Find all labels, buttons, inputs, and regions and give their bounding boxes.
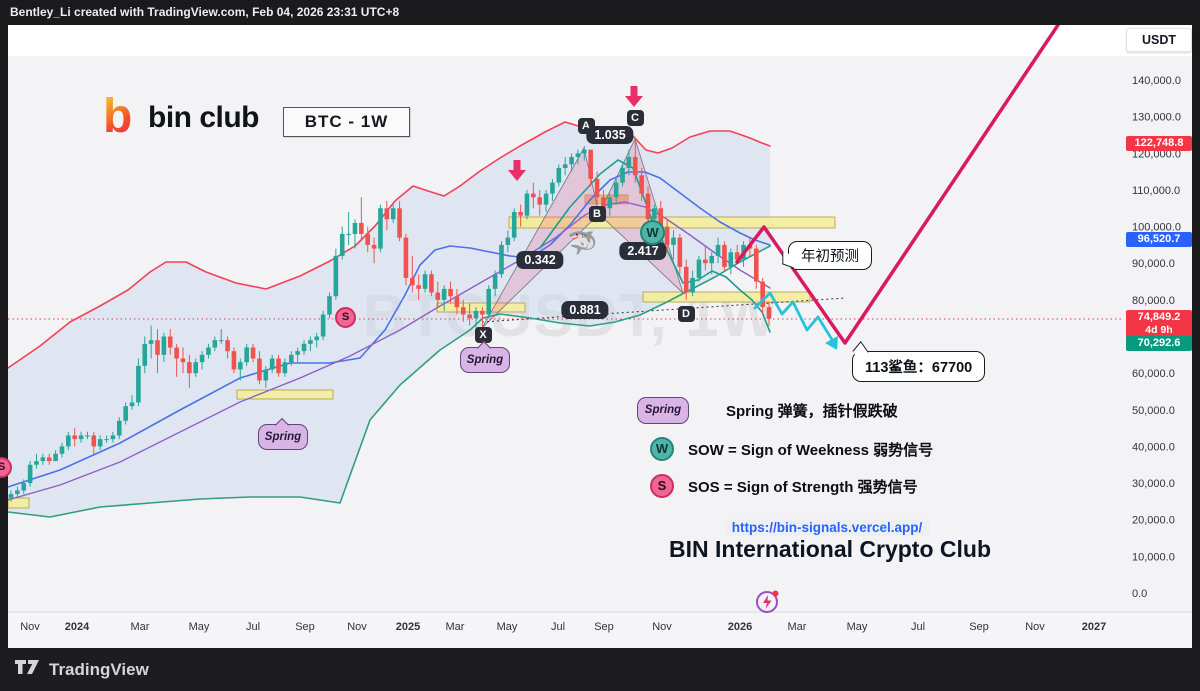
price-axis-label[interactable]: 50,000.0 <box>1132 405 1175 417</box>
pattern-triangle-xab <box>481 146 600 329</box>
indicator-price-badge: 96,520.7 <box>1126 232 1192 247</box>
signals-site-link[interactable]: https://bin-signals.vercel.app/ <box>724 519 930 536</box>
cyan-arrowhead <box>825 336 838 350</box>
legend-row-sow: W SOW = Sign of Weekness 弱势信号 <box>637 437 933 461</box>
support-band-yellow-left <box>236 389 334 400</box>
price-axis-label[interactable]: 40,000.0 <box>1132 441 1175 453</box>
indicator-price-value: 96,520.7 <box>1137 233 1181 245</box>
time-axis-label[interactable]: 2025 <box>396 621 420 633</box>
spring-badge: Spring <box>637 397 689 424</box>
time-axis-label[interactable]: Jul <box>551 621 565 633</box>
forecast-callout: 年初预测 <box>788 241 872 270</box>
published-idea-icon[interactable] <box>755 589 780 614</box>
currency-toggle-button[interactable]: USDT <box>1126 28 1192 52</box>
chart-tag-box: BTC - 1W <box>283 107 410 137</box>
countdown-timer: 4d 9h <box>1145 324 1173 336</box>
price-axis-label[interactable]: 60,000.0 <box>1132 368 1175 380</box>
plot-background <box>8 56 1192 612</box>
attribution-text: Bentley_Li created with TradingView.com,… <box>10 5 400 19</box>
time-axis-label[interactable]: Nov <box>652 621 672 633</box>
club-name-title: BIN International Crypto Club <box>669 536 991 562</box>
time-axis-label[interactable]: 2026 <box>728 621 752 633</box>
support-band-yellow-far-left <box>8 497 30 509</box>
bin-club-logo-icon: b <box>103 90 133 143</box>
time-axis-label[interactable]: 2027 <box>1082 621 1106 633</box>
time-axis-label[interactable]: Sep <box>594 621 614 633</box>
price-axis-label[interactable]: 80,000.0 <box>1132 295 1175 307</box>
ema-fast-teal-line <box>539 159 771 333</box>
time-axis-label[interactable]: Jul <box>246 621 260 633</box>
time-axis-area[interactable] <box>8 612 1192 648</box>
price-axis-label[interactable]: 20,000.0 <box>1132 515 1175 527</box>
price-axis-label[interactable]: 30,000.0 <box>1132 478 1175 490</box>
time-axis-label[interactable]: Sep <box>295 621 315 633</box>
price-axis-label[interactable]: 110,000.0 <box>1132 185 1180 197</box>
time-axis-label[interactable]: Mar <box>446 621 465 633</box>
alert-price-value: 122,748.8 <box>1134 137 1184 149</box>
price-axis-label[interactable]: 0.0 <box>1132 588 1147 600</box>
support-band-yellow-spring <box>436 302 526 313</box>
time-axis-label[interactable]: Mar <box>131 621 150 633</box>
candlestick-series <box>8 138 772 502</box>
price-axis-label[interactable]: 100,000.0 <box>1132 222 1181 234</box>
down-arrow-icon <box>625 86 643 107</box>
time-axis-label[interactable]: Jul <box>911 621 925 633</box>
bin-club-logo-text: bin club <box>148 101 260 134</box>
footer-bar: TradingView <box>0 648 1200 691</box>
last-price-badge: 74,849.2 4d 9h <box>1126 310 1192 338</box>
bollinger-upper-line <box>8 121 771 369</box>
s-badge: S <box>650 474 674 498</box>
price-axis-label[interactable]: 120,000.0 <box>1132 148 1181 160</box>
shark-target-callout: 113鲨鱼：67700 <box>852 351 986 382</box>
tradingview-logo-icon[interactable] <box>14 658 41 681</box>
support-band-yellow-d <box>642 291 811 303</box>
tradingview-wordmark[interactable]: TradingView <box>49 659 149 679</box>
time-axis-label[interactable]: 2024 <box>65 621 90 633</box>
price-chart-canvas[interactable]: 140,000.0 130,000.0 120,000.0 110,000.0 100,… <box>8 25 1192 648</box>
last-price-value: 74,849.2 <box>1137 311 1181 323</box>
supply-zone-orange-2 <box>584 194 629 205</box>
w-badge: W <box>650 437 674 461</box>
time-axis-label[interactable]: Nov <box>20 621 40 633</box>
time-axis-label[interactable]: Nov <box>1025 621 1045 633</box>
pink-forecast-path <box>735 25 1060 345</box>
pattern-dotted-extension <box>481 297 846 323</box>
legend-row-spring: Spring Spring 弹簧，插针假跌破 <box>637 397 898 424</box>
indicator-price-value-green: 70,292.6 <box>1137 337 1181 349</box>
price-axis-label[interactable]: 140,000.0 <box>1132 75 1181 87</box>
price-axis-label[interactable]: 10,000.0 <box>1132 551 1175 563</box>
legend-text-sos: SOS = Sign of Strength 强势信号 <box>688 478 918 496</box>
time-axis-label[interactable]: May <box>189 621 210 633</box>
down-arrow-icon <box>508 160 526 181</box>
legend-text-spring: Spring 弹簧，插针假跌破 <box>726 403 898 420</box>
alert-price-badge: 122,748.8 <box>1126 136 1192 151</box>
legend-text-sow: SOW = Sign of Weekness 弱势信号 <box>688 441 934 459</box>
indicator-price-badge-green: 70,292.6 <box>1126 336 1192 351</box>
time-axis-label[interactable]: May <box>497 621 518 633</box>
legend-row-sos: S SOS = Sign of Strength 强势信号 <box>637 474 918 498</box>
price-axis-label[interactable]: 130,000.0 <box>1132 112 1181 124</box>
time-axis-label[interactable]: May <box>847 621 868 633</box>
time-axis-label[interactable]: Mar <box>788 621 807 633</box>
cyan-path-forecast <box>753 291 838 348</box>
attribution-bar: Bentley_Li created with TradingView.com,… <box>0 0 1200 25</box>
time-axis-label[interactable]: Sep <box>969 621 989 633</box>
price-axis-label[interactable]: 90,000.0 <box>1132 258 1175 270</box>
time-axis-label[interactable]: Nov <box>347 621 367 633</box>
